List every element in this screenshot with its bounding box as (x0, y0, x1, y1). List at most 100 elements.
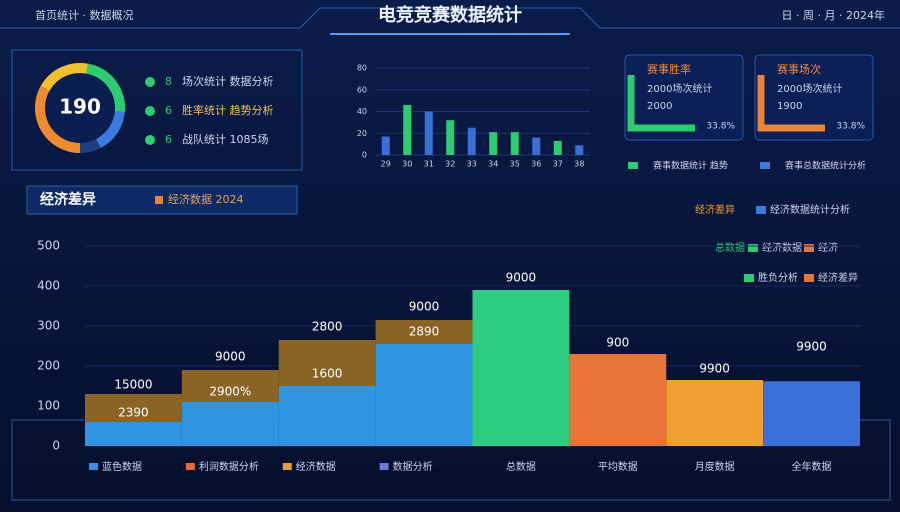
item-icon: 8 (165, 75, 172, 88)
x-tick-label: 月度数据 (695, 460, 735, 473)
card-line: 1900 (777, 101, 802, 112)
item-icon: 6 (165, 104, 172, 117)
x-tick-label: 32 (445, 160, 455, 169)
x-tick-label: 33 (467, 160, 477, 169)
data-label: 2890 (409, 325, 440, 339)
legend-swatch (748, 244, 758, 252)
x-tick-label: 利润数据分析 (199, 460, 259, 473)
y-tick-label: 500 (37, 239, 60, 253)
title: 电竞竞赛数据统计 (378, 4, 522, 26)
card-line: 2000场次统计 (777, 82, 842, 95)
data-label: 900 (606, 336, 629, 350)
header-frame (0, 7, 900, 29)
data-label: 9900 (796, 340, 827, 354)
y-tick-label: 40 (357, 107, 367, 116)
panel (11, 49, 303, 171)
legend-text: 赛事总数据统计分析 (785, 160, 866, 172)
card-title: 赛事胜率 (647, 62, 691, 76)
bar (575, 145, 584, 155)
legend-swatch (185, 463, 195, 470)
x-tick-label: 29 (381, 160, 391, 169)
bar (472, 290, 570, 446)
data-label: 9000 (506, 271, 537, 285)
x-tick-label: 30 (402, 160, 412, 169)
gauge-ring (35, 63, 125, 153)
bar (763, 381, 860, 446)
bar (181, 402, 279, 446)
y-tick-label: 0 (52, 439, 60, 453)
bar (381, 136, 390, 155)
y-tick-label: 0 (362, 151, 367, 160)
bar (278, 386, 376, 446)
x-tick-label: 38 (574, 160, 584, 169)
bar (489, 132, 498, 155)
card-progress (627, 75, 695, 132)
y-tick-label: 80 (357, 64, 367, 73)
legend-text: 经济差异 (818, 271, 858, 284)
x-tick-label: 34 (488, 160, 498, 169)
x-tick-label: 数据分析 (393, 460, 433, 473)
legend-text: 赛事数据统计 趋势 (653, 160, 728, 172)
bar (403, 104, 412, 155)
legend-swatch (89, 463, 98, 470)
bar (85, 394, 182, 422)
y-tick-label: 200 (37, 359, 60, 373)
x-tick-label: 总数据 (506, 460, 536, 473)
header-left: 首页统计 · 数据概况 (35, 8, 134, 22)
legend-text: 经济数据统计分析 (770, 203, 850, 216)
legend-text: 经济 (818, 241, 838, 254)
bar (375, 344, 473, 446)
card (624, 54, 744, 141)
bar (666, 380, 764, 446)
header-right: 日 · 周 · 月 · 2024年 (782, 8, 885, 22)
data-label: 2900% (209, 385, 251, 399)
x-tick-label: 平均数据 (598, 460, 638, 473)
bar (181, 370, 279, 402)
gauge-ring (35, 63, 125, 153)
legend-swatch (804, 244, 814, 252)
y-tick-label: 400 (37, 279, 60, 293)
tab-swatch (155, 196, 163, 204)
x-tick-label: 37 (553, 160, 563, 169)
card-line: 2000 (647, 101, 672, 112)
gauge-ring (35, 63, 125, 153)
legend-text: 经济差异 (695, 203, 735, 216)
bar (85, 422, 182, 446)
bar (375, 320, 473, 344)
data-label: 15000 (114, 378, 152, 392)
y-tick-label: 20 (357, 129, 367, 138)
legend-swatch (628, 162, 638, 169)
data-label: 2800 (312, 320, 343, 334)
legend-swatch (756, 206, 766, 214)
card (754, 54, 874, 141)
bar (446, 120, 455, 155)
legend-swatch (379, 463, 389, 470)
legend-swatch (744, 274, 754, 282)
y-tick-label: 100 (37, 399, 60, 413)
bar (553, 140, 562, 155)
legend-text: 胜负分析 (758, 271, 798, 284)
data-label: 9000 (409, 300, 440, 314)
data-label: 1600 (312, 367, 343, 381)
bar (467, 127, 476, 155)
section-title: 经济差异 (40, 191, 96, 208)
x-tick-label: 35 (510, 160, 520, 169)
y-tick-label: 300 (37, 319, 60, 333)
x-tick-label: 经济数据 (296, 460, 336, 473)
item-text: 战队统计 1085场 (182, 132, 269, 146)
data-label: 9900 (699, 362, 730, 376)
card-line: 2000场次统计 (647, 82, 712, 95)
item-dot (145, 106, 155, 116)
gauge-ring (35, 63, 125, 153)
legend-text: 总数据 (715, 241, 745, 254)
data-label: 9000 (215, 350, 246, 364)
legend-swatch (760, 162, 770, 169)
bar (278, 340, 376, 386)
card-progress (757, 75, 825, 132)
item-dot (145, 77, 155, 87)
bar (424, 111, 433, 155)
y-tick-label: 60 (357, 85, 367, 94)
bar (569, 354, 667, 446)
